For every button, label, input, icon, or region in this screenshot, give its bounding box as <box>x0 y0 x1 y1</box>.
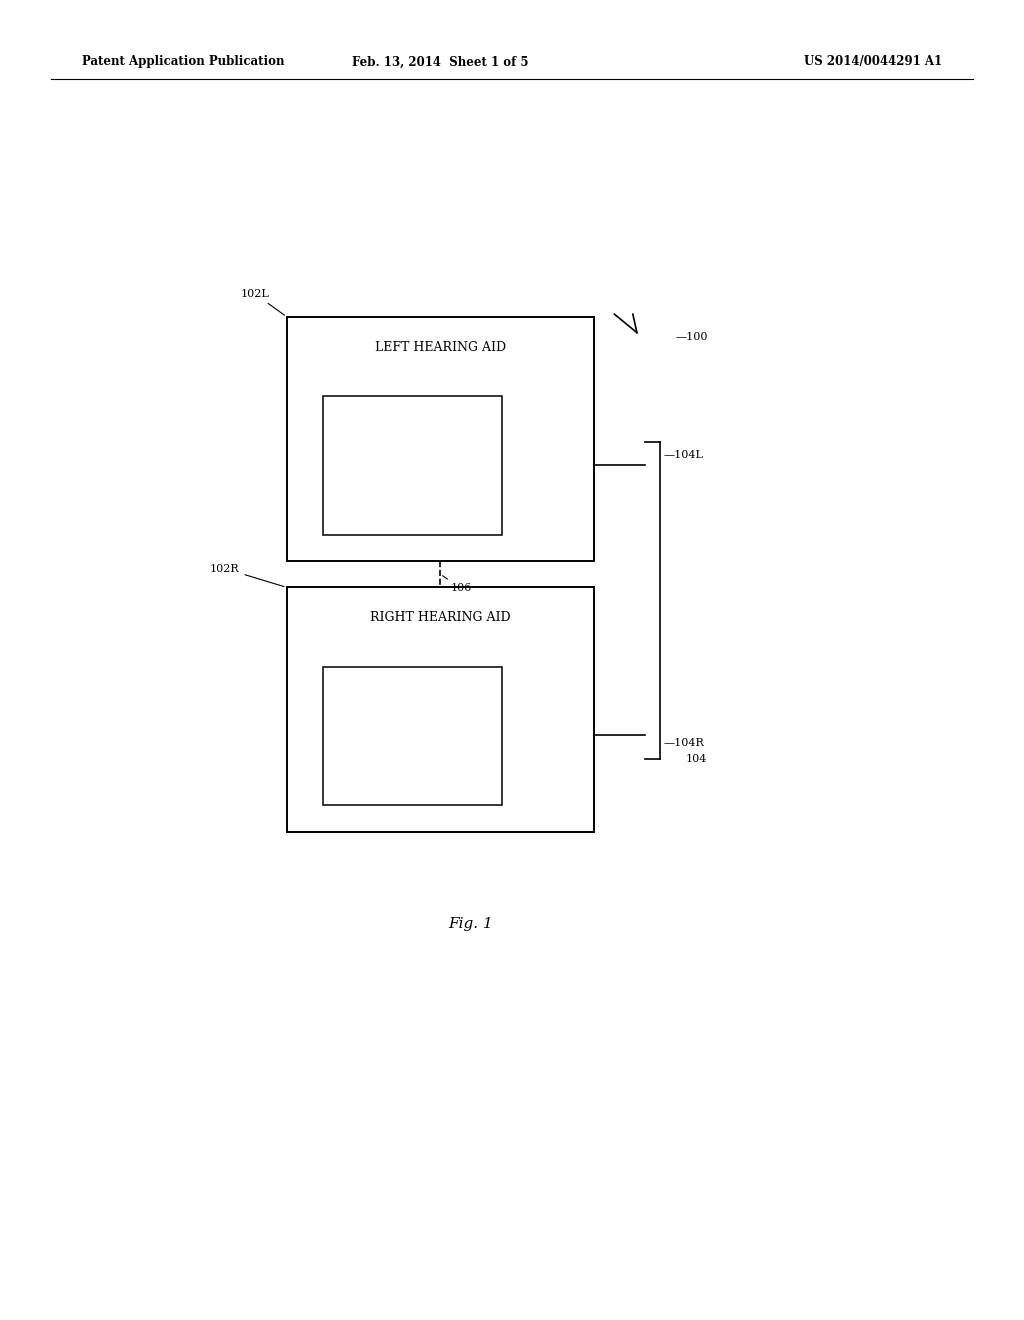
Text: Fig. 1: Fig. 1 <box>449 917 494 931</box>
Text: US 2014/0044291 A1: US 2014/0044291 A1 <box>804 55 942 69</box>
Text: —104L: —104L <box>664 450 703 461</box>
Text: CONTROL
CIRCUITRY: CONTROL CIRCUITRY <box>377 449 447 482</box>
Text: —104R: —104R <box>664 738 705 748</box>
Text: 102L: 102L <box>241 289 285 315</box>
Bar <box>287 587 594 832</box>
Text: RIGHT HEARING AID: RIGHT HEARING AID <box>370 611 511 624</box>
Bar <box>323 396 502 535</box>
Text: CONTROL
CIRCUITRY: CONTROL CIRCUITRY <box>377 719 447 752</box>
Text: 104: 104 <box>686 754 708 764</box>
Bar <box>323 667 502 805</box>
Text: Feb. 13, 2014  Sheet 1 of 5: Feb. 13, 2014 Sheet 1 of 5 <box>352 55 528 69</box>
Text: 106: 106 <box>442 576 472 594</box>
Text: Patent Application Publication: Patent Application Publication <box>82 55 285 69</box>
Bar <box>287 317 594 561</box>
Text: LEFT HEARING AID: LEFT HEARING AID <box>375 341 506 354</box>
Text: 102R: 102R <box>210 564 284 586</box>
Text: —100: —100 <box>676 331 709 342</box>
